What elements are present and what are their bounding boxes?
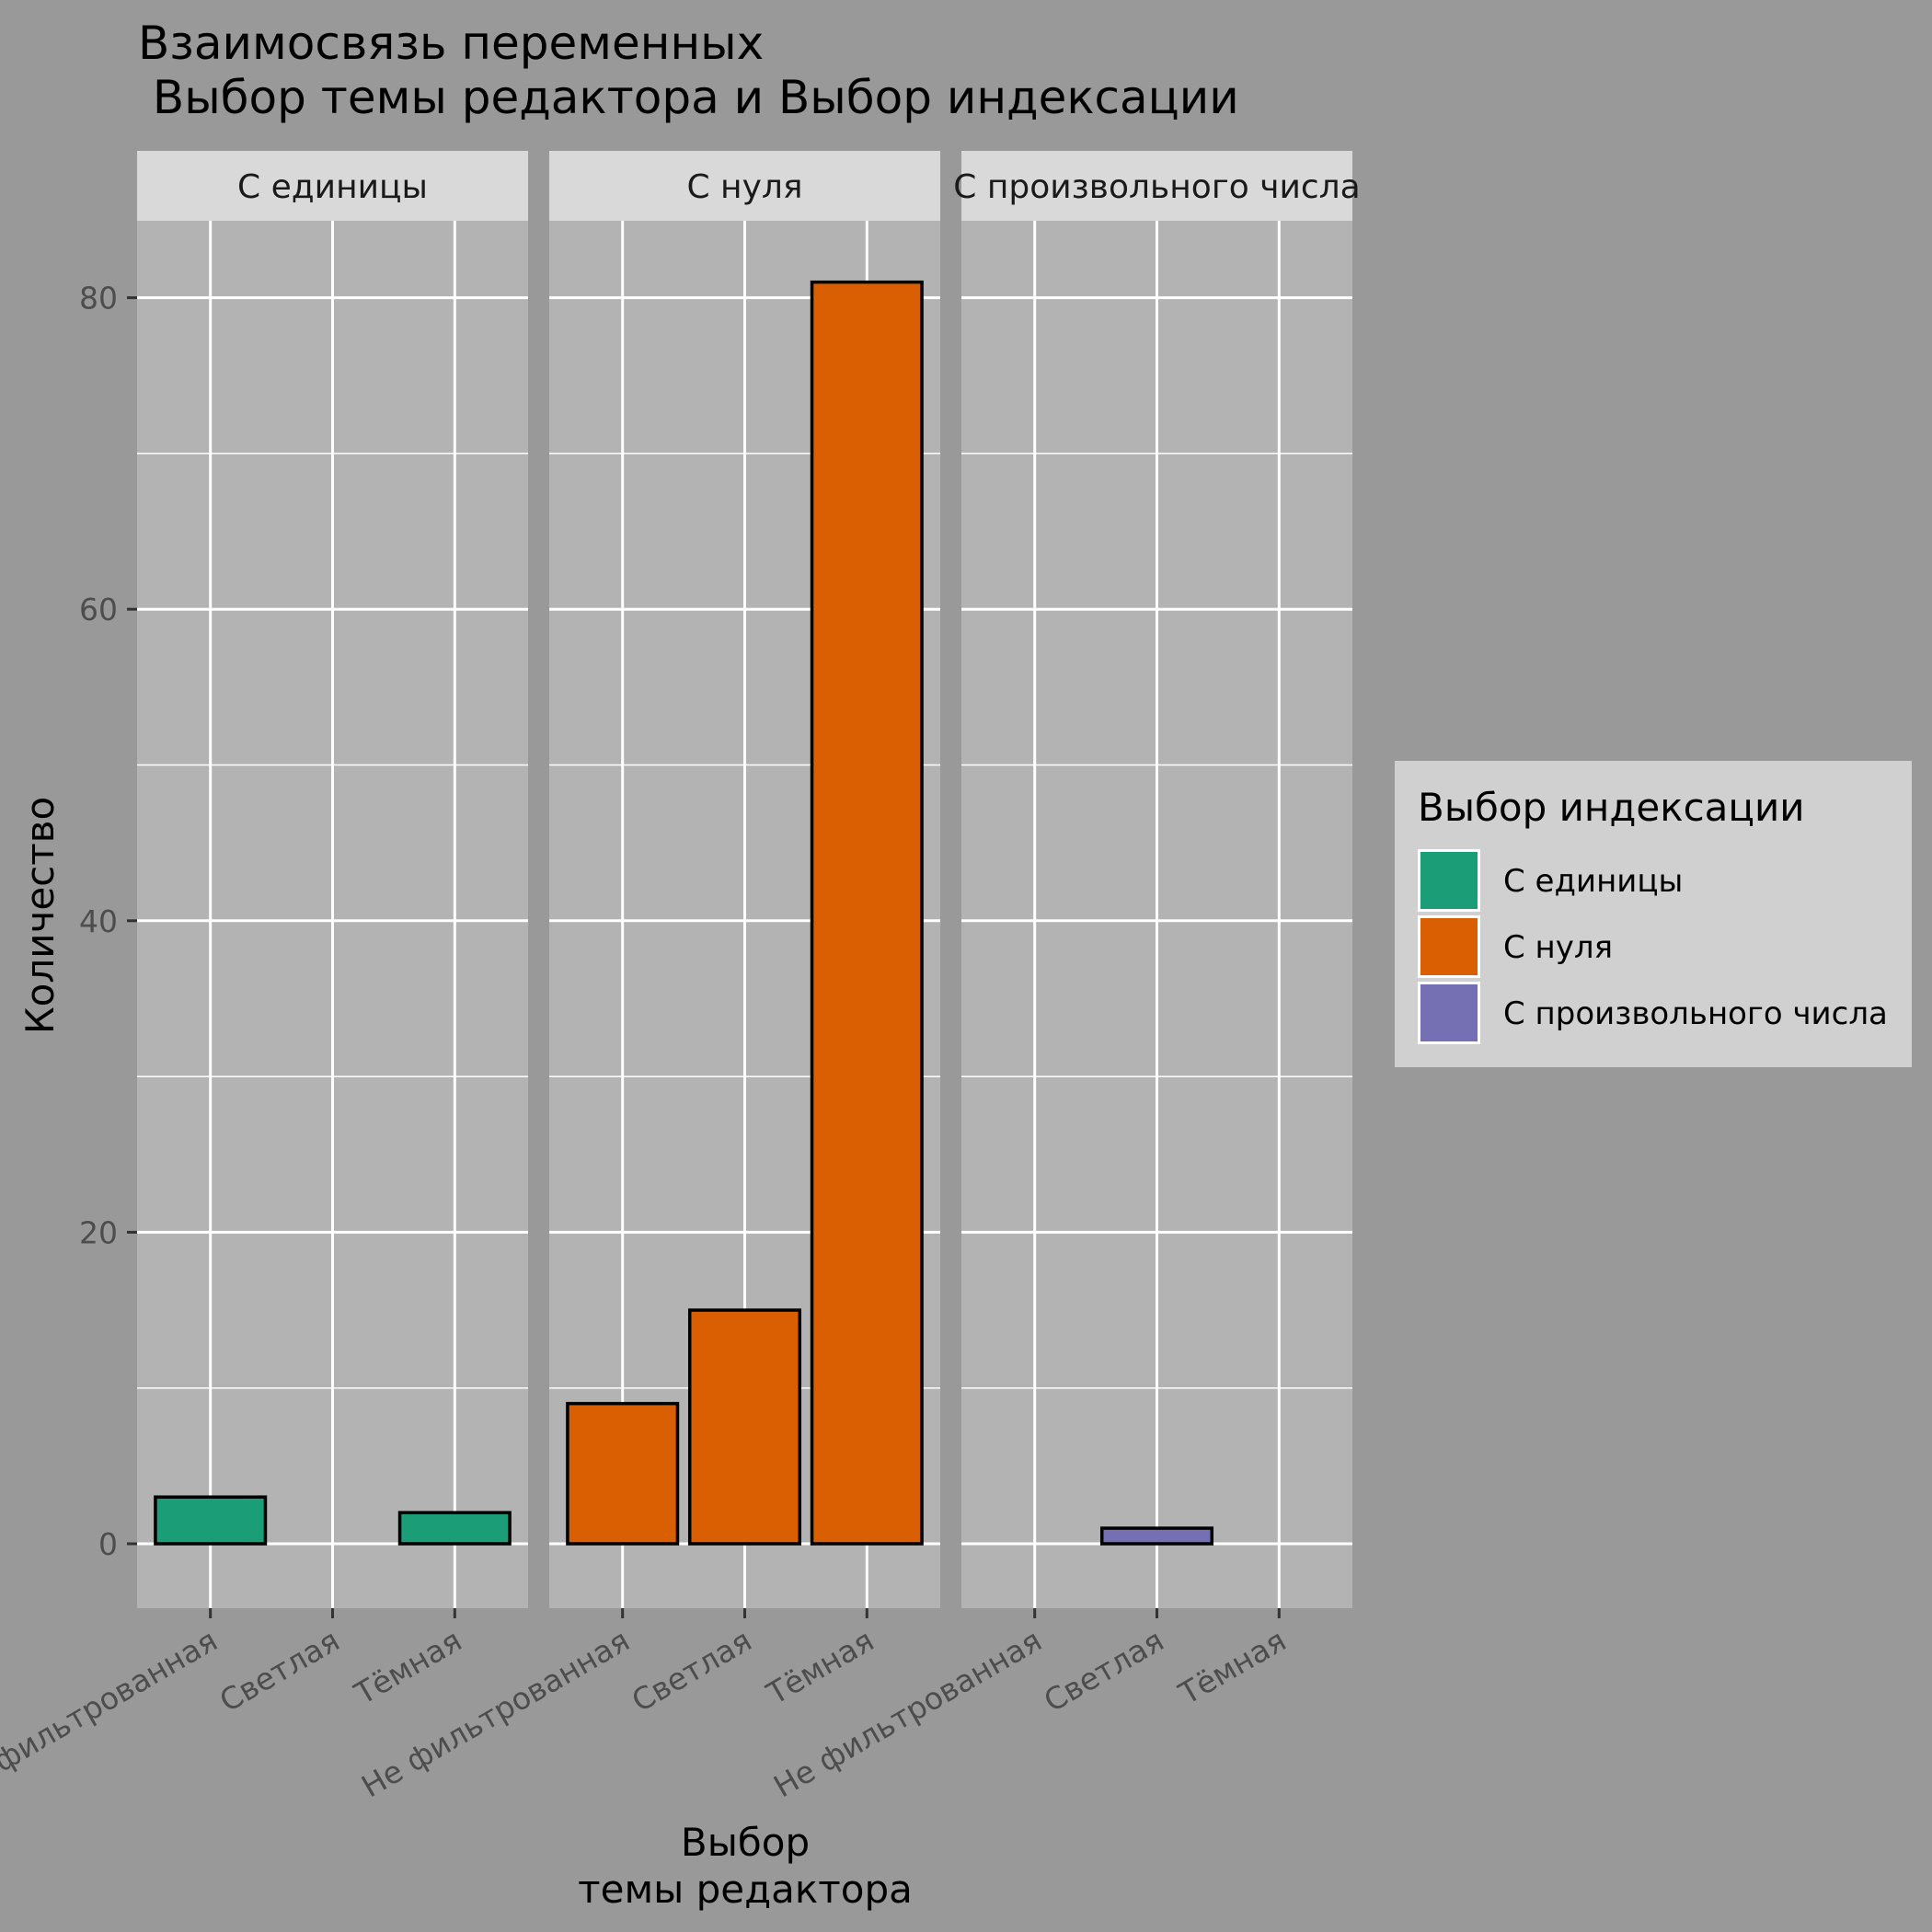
- legend: Выбор индексации С единицы С нуля С произв…: [1395, 761, 1912, 1067]
- bar: [810, 280, 924, 1546]
- facet-strip-label: С произвольного числа: [953, 168, 1360, 206]
- legend-swatch: [1420, 984, 1478, 1041]
- x-axis-title-line-2: темы редактора: [578, 1867, 913, 1912]
- legend-label: С произвольного числа: [1503, 995, 1888, 1032]
- bar: [687, 1308, 802, 1546]
- legend-swatch: [1420, 852, 1478, 909]
- facet-panels: С единицыНе фильтрованнаяСветлаяТёмнаяС …: [0, 151, 1361, 1804]
- y-tick-label: 80: [79, 281, 118, 316]
- y-tick-label: 20: [79, 1214, 118, 1250]
- x-axis-title: Выбор темы редактора: [578, 1820, 913, 1912]
- bar: [154, 1495, 268, 1546]
- legend-swatch: [1420, 918, 1478, 975]
- y-tick-label: 40: [79, 903, 118, 939]
- facet-strip: [137, 151, 528, 221]
- facet-strip: [549, 151, 940, 221]
- y-axis-title: Количество: [17, 797, 63, 1034]
- facet-strip-label: С единицы: [237, 168, 428, 206]
- bar: [566, 1401, 680, 1546]
- legend-items: С единицы С нуля С произвольного числа: [1418, 849, 1888, 1044]
- chart-title: Взаимосвязь переменных Выбор темы редакт…: [138, 17, 1239, 124]
- chart-title-line-1: Взаимосвязь переменных: [138, 17, 764, 70]
- legend-background: [1395, 761, 1912, 1067]
- facet-strip: [961, 151, 1352, 221]
- legend-label: С нуля: [1503, 929, 1613, 966]
- bar: [1099, 1526, 1214, 1546]
- chart-title-line-2: Выбор темы редактора и Выбор индексации: [138, 71, 1239, 124]
- legend-title: Выбор индексации: [1418, 785, 1805, 830]
- bar: [397, 1511, 512, 1546]
- legend-item: С произвольного числа: [1418, 982, 1888, 1044]
- y-tick-label: 60: [79, 592, 118, 627]
- x-axis-title-line-1: Выбор: [681, 1820, 810, 1865]
- legend-item: С единицы: [1418, 849, 1683, 912]
- legend-label: С единицы: [1503, 863, 1683, 900]
- facet-strip-label: С нуля: [686, 168, 802, 206]
- legend-item: С нуля: [1418, 915, 1613, 978]
- y-axis: 0 20 40 60 80: [79, 281, 137, 1562]
- y-tick-label: 0: [98, 1526, 118, 1562]
